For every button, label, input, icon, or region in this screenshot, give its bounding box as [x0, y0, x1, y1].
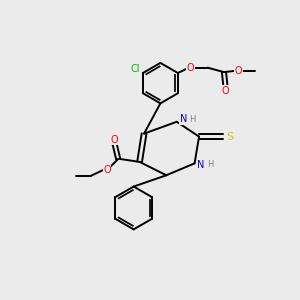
Text: O: O	[234, 66, 242, 76]
Text: O: O	[103, 165, 111, 175]
Text: O: O	[111, 135, 119, 145]
Text: S: S	[226, 132, 233, 142]
Text: O: O	[187, 63, 194, 73]
Text: N: N	[180, 114, 187, 124]
Text: O: O	[222, 85, 229, 96]
Text: N: N	[197, 160, 205, 170]
Text: Cl: Cl	[131, 64, 140, 74]
Text: H: H	[189, 115, 195, 124]
Text: H: H	[207, 160, 213, 169]
